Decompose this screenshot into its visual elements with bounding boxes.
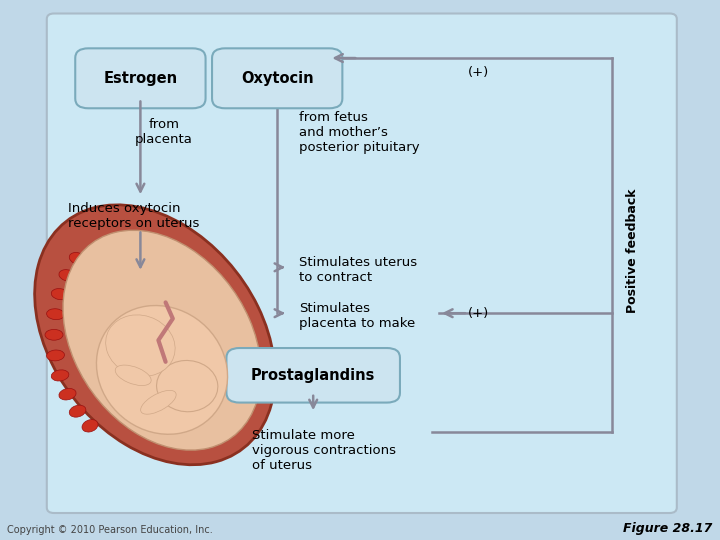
FancyBboxPatch shape (226, 348, 400, 403)
Text: Stimulate more
vigorous contractions
of uterus: Stimulate more vigorous contractions of … (252, 429, 396, 472)
Ellipse shape (45, 329, 63, 340)
Text: Prostaglandins: Prostaglandins (251, 368, 375, 383)
Ellipse shape (106, 315, 175, 376)
Text: Figure 28.17: Figure 28.17 (624, 522, 713, 535)
Ellipse shape (82, 420, 98, 432)
Ellipse shape (115, 365, 151, 386)
Text: (+): (+) (468, 66, 490, 79)
Text: Oxytocin: Oxytocin (241, 71, 313, 86)
Ellipse shape (96, 306, 228, 434)
Text: (+): (+) (468, 307, 490, 320)
Text: Estrogen: Estrogen (104, 71, 177, 86)
Ellipse shape (35, 205, 275, 465)
Ellipse shape (63, 230, 261, 450)
Ellipse shape (51, 370, 69, 381)
FancyBboxPatch shape (47, 14, 677, 513)
Ellipse shape (59, 269, 76, 281)
Text: from fetus
and mother’s
posterior pituitary: from fetus and mother’s posterior pituit… (299, 111, 420, 154)
Ellipse shape (140, 390, 176, 414)
Text: Copyright © 2010 Pearson Education, Inc.: Copyright © 2010 Pearson Education, Inc. (7, 524, 213, 535)
Ellipse shape (47, 309, 65, 320)
Ellipse shape (59, 388, 76, 400)
Text: Positive feedback: Positive feedback (626, 189, 639, 313)
Text: Stimulates
placenta to make: Stimulates placenta to make (299, 302, 415, 330)
Text: Induces oxytocin
receptors on uterus: Induces oxytocin receptors on uterus (68, 202, 199, 230)
Ellipse shape (156, 361, 218, 411)
FancyBboxPatch shape (76, 49, 206, 108)
Ellipse shape (69, 405, 86, 417)
FancyBboxPatch shape (212, 49, 343, 108)
Text: Stimulates uterus
to contract: Stimulates uterus to contract (299, 256, 417, 284)
Ellipse shape (51, 288, 69, 300)
Text: from
placenta: from placenta (135, 118, 193, 146)
Ellipse shape (69, 252, 86, 265)
Ellipse shape (47, 350, 65, 361)
